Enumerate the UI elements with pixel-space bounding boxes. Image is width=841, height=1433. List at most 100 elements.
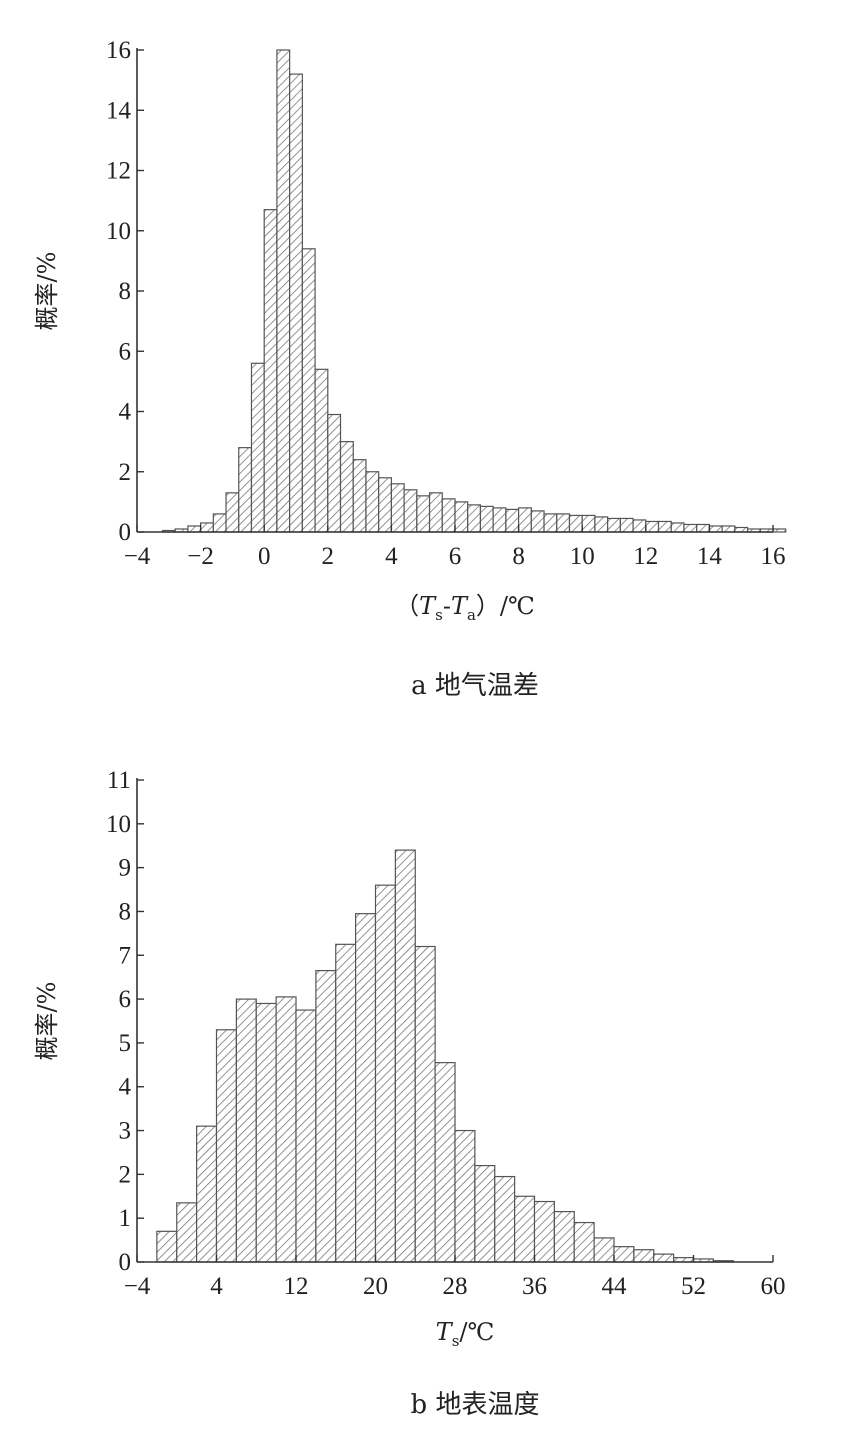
histogram-bar — [594, 516, 609, 533]
histogram-bar — [568, 514, 583, 533]
histogram-bar — [196, 1125, 218, 1263]
y-tick-label: 9 — [119, 855, 132, 882]
histogram-bar — [772, 528, 787, 533]
histogram-bar — [514, 1195, 536, 1263]
chart-b-y-ticks: 0 1 2 3 4 5 6 7 8 9 10 11 — [106, 767, 144, 1276]
x-tick-label: 28 — [443, 1273, 468, 1300]
chart-b-bars — [156, 849, 734, 1263]
histogram-bar — [255, 1002, 277, 1263]
histogram-bar — [428, 492, 443, 533]
histogram-bar — [517, 507, 532, 533]
y-tick-label: 0 — [119, 1249, 132, 1276]
x-tick-label: 0 — [258, 543, 271, 570]
y-tick-label: 4 — [119, 399, 132, 426]
y-tick-label: 1 — [119, 1205, 132, 1232]
histogram-bar — [530, 510, 545, 533]
histogram-bar — [696, 523, 710, 533]
x-tick-label: 52 — [681, 1273, 706, 1300]
x-label-sub-s: s — [452, 1332, 460, 1350]
x-tick-label: 6 — [449, 543, 462, 570]
x-label-sub-s: s — [435, 606, 443, 624]
histogram-bar — [683, 523, 698, 533]
histogram-bar — [533, 1200, 555, 1263]
y-tick-label: 5 — [119, 1030, 132, 1057]
x-label-sub-a: a — [467, 606, 476, 624]
histogram-bar — [355, 913, 377, 1263]
histogram-bar — [607, 517, 621, 533]
histogram-bar — [479, 505, 494, 533]
histogram-bar — [708, 525, 723, 533]
x-tick-label: 10 — [570, 543, 595, 570]
histogram-bar — [327, 413, 342, 533]
histogram-bar — [263, 209, 278, 533]
x-tick-label: 14 — [697, 543, 723, 570]
y-tick-label: 3 — [119, 1118, 132, 1145]
x-label-paren-open: （ — [395, 592, 419, 620]
histogram-bar — [613, 1246, 635, 1263]
y-tick-label: 6 — [119, 986, 132, 1013]
histogram-bar — [414, 945, 436, 1263]
x-tick-label: −4 — [124, 543, 151, 570]
histogram-bar — [315, 970, 337, 1263]
chart-b-y-axis-label: 概率/% — [33, 982, 61, 1061]
chart-a-caption: a 地气温差 — [411, 671, 539, 701]
x-label-T1: T — [419, 592, 437, 620]
histogram-bar — [494, 1175, 516, 1263]
histogram-bar — [365, 471, 380, 533]
x-tick-label: 16 — [761, 543, 786, 570]
histogram-bar — [235, 998, 257, 1263]
histogram-bar — [301, 248, 316, 533]
histogram-bar — [645, 520, 660, 533]
histogram-bar — [225, 492, 240, 533]
x-label-minus: - — [443, 592, 451, 620]
histogram-bar — [176, 1202, 198, 1263]
x-tick-label: 4 — [385, 543, 398, 570]
histogram-bar — [352, 459, 367, 533]
chart-b-x-axis-label: Ts/℃ — [436, 1318, 495, 1350]
histogram-bar — [275, 996, 297, 1263]
histogram-bar — [374, 884, 396, 1263]
chart-a-bars — [161, 49, 787, 533]
histogram-bar — [394, 849, 416, 1263]
x-tick-label: 8 — [512, 543, 525, 570]
y-tick-label: 16 — [106, 37, 131, 64]
x-tick-label: 36 — [522, 1273, 547, 1300]
chart-b-x-ticks: −4 4 12 20 28 36 44 52 60 — [124, 1255, 786, 1300]
histogram-bar — [553, 1211, 575, 1263]
histogram-bar — [505, 508, 520, 533]
histogram-bar — [632, 519, 647, 533]
histogram-bar — [215, 1029, 237, 1263]
histogram-bar — [653, 1253, 675, 1263]
histogram-bar — [335, 943, 357, 1263]
histogram-bar — [212, 513, 227, 533]
histogram-bar — [187, 525, 202, 533]
histogram-bar — [441, 498, 456, 533]
y-tick-label: 0 — [119, 519, 132, 546]
histogram-bar — [721, 525, 736, 533]
y-tick-label: 14 — [106, 97, 132, 124]
histogram-bar — [314, 368, 329, 533]
histogram-bar — [633, 1249, 655, 1263]
histogram-bar — [581, 514, 596, 533]
chart-a-x-ticks: −4 −2 0 2 4 6 8 10 12 14 16 — [124, 525, 786, 570]
histogram-bar — [619, 517, 634, 533]
histogram-bar — [543, 513, 558, 533]
y-tick-label: 8 — [119, 278, 132, 305]
chart-a-x-axis-label: （Ts-Ta）/℃ — [395, 592, 535, 624]
x-label-unit: /℃ — [459, 1318, 494, 1346]
chart-b-caption: b 地表温度 — [411, 1390, 540, 1420]
x-label-T: T — [436, 1318, 454, 1346]
histogram-bar — [339, 441, 354, 533]
x-tick-label: 2 — [322, 543, 335, 570]
histogram-bar — [467, 504, 482, 533]
y-tick-label: 10 — [106, 218, 131, 245]
y-tick-label: 6 — [119, 338, 132, 365]
chart-a-y-axis-label: 概率/% — [33, 252, 61, 331]
y-tick-label: 10 — [106, 811, 131, 838]
histogram-bar — [238, 447, 253, 533]
y-tick-label: 4 — [119, 1074, 132, 1101]
histogram-bar — [556, 513, 571, 533]
